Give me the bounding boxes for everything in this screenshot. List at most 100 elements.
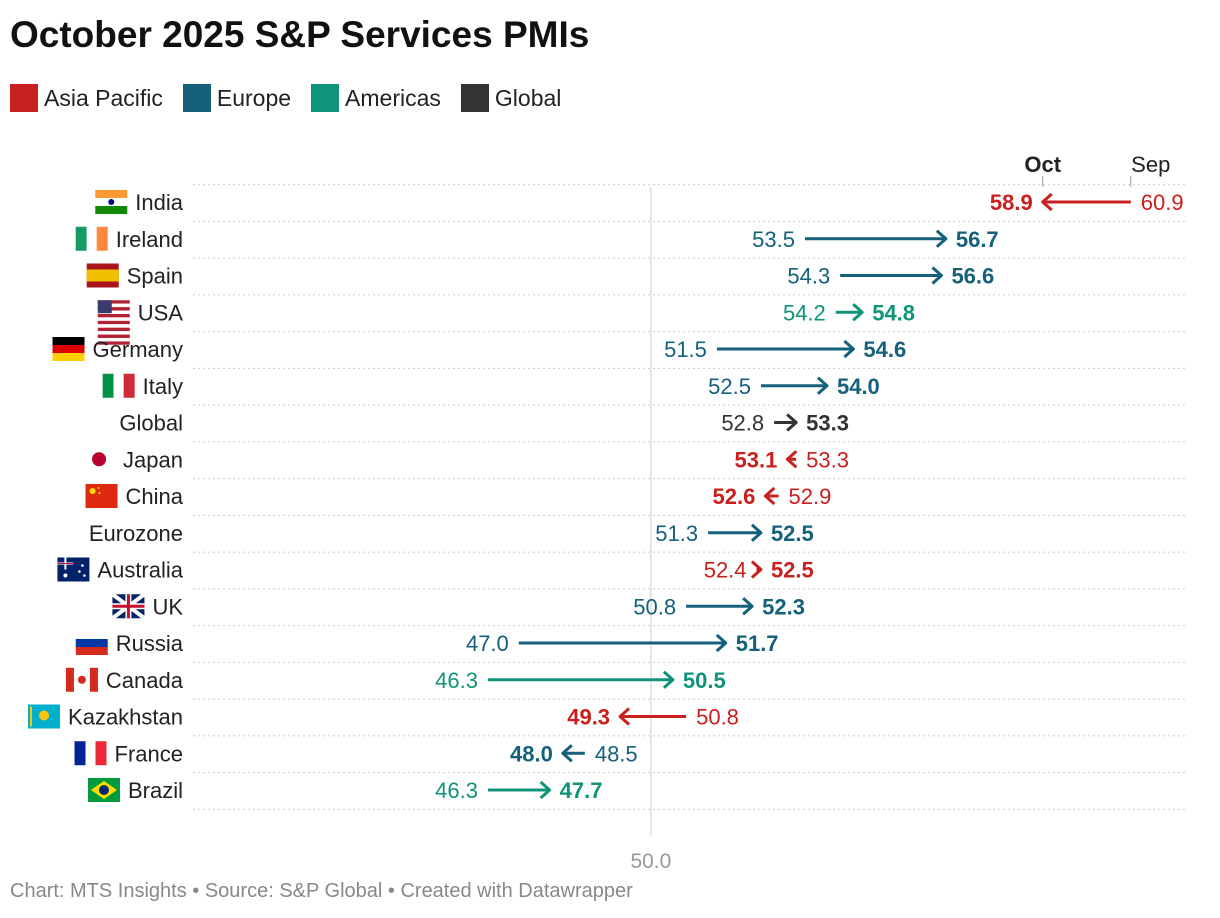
legend-item-americas: Americas bbox=[311, 84, 441, 112]
sep-value: 60.9 bbox=[1141, 190, 1184, 215]
row-label: Germany bbox=[93, 337, 183, 362]
row-label: Canada bbox=[106, 668, 184, 693]
legend-swatch bbox=[182, 84, 211, 112]
arrowhead bbox=[715, 633, 728, 653]
sep-value: 52.8 bbox=[721, 411, 764, 436]
sep-value: 47.0 bbox=[466, 631, 509, 656]
reference-label: 50.0 bbox=[630, 850, 671, 873]
oct-value: 48.0 bbox=[510, 741, 553, 766]
flag-uk bbox=[111, 592, 146, 620]
flag-china bbox=[85, 484, 118, 508]
sep-value: 52.9 bbox=[789, 484, 832, 509]
row-label: Italy bbox=[143, 374, 183, 399]
oct-value: 52.6 bbox=[713, 484, 756, 509]
legend-swatch bbox=[460, 84, 489, 112]
legend-swatch bbox=[311, 84, 340, 112]
oct-value: 54.0 bbox=[837, 374, 880, 399]
oct-value: 52.5 bbox=[771, 521, 814, 546]
oct-value: 47.7 bbox=[560, 778, 603, 803]
legend-label: Asia Pacific bbox=[44, 84, 163, 111]
chart-title: October 2025 S&P Services PMIs bbox=[10, 14, 590, 55]
sep-value: 51.5 bbox=[664, 337, 707, 362]
oct-value: 53.3 bbox=[806, 411, 849, 436]
arrowhead bbox=[763, 486, 776, 506]
oct-value: 54.6 bbox=[863, 337, 906, 362]
flag-ireland bbox=[75, 226, 108, 251]
legend-item-europe: Europe bbox=[182, 84, 292, 112]
arrowhead bbox=[852, 303, 864, 322]
arrowhead bbox=[750, 523, 763, 542]
flag-italy bbox=[102, 373, 135, 398]
oct-value: 58.9 bbox=[990, 190, 1033, 215]
flag-canada bbox=[65, 667, 98, 692]
sep-value: 46.3 bbox=[435, 668, 478, 693]
flag-france bbox=[74, 741, 107, 766]
arrowhead bbox=[931, 266, 943, 285]
row-label: Brazil bbox=[128, 778, 183, 803]
arrowhead bbox=[750, 560, 763, 579]
oct-value: 56.6 bbox=[951, 264, 994, 289]
oct-value: 51.7 bbox=[736, 631, 779, 656]
row-label: Australia bbox=[97, 558, 183, 583]
sep-value: 53.3 bbox=[806, 447, 849, 472]
flag-spain bbox=[86, 263, 119, 288]
flag-kazakhstan bbox=[28, 704, 61, 729]
row-label: Spain bbox=[127, 264, 183, 289]
legend-item-asia: Asia Pacific bbox=[10, 84, 163, 112]
header-sep: Sep bbox=[1131, 152, 1170, 177]
arrowhead bbox=[843, 339, 855, 359]
oct-value: 56.7 bbox=[956, 227, 999, 252]
flag-russia bbox=[75, 631, 108, 655]
legend-swatch bbox=[10, 84, 38, 112]
sep-value: 52.4 bbox=[704, 558, 747, 583]
oct-value: 52.3 bbox=[762, 594, 805, 619]
flag-japan bbox=[83, 447, 116, 472]
sep-value: 46.3 bbox=[435, 778, 478, 803]
flag-brazil bbox=[87, 778, 120, 802]
oct-value: 52.5 bbox=[771, 558, 814, 583]
oct-value: 49.3 bbox=[567, 705, 610, 730]
row-label: France bbox=[115, 741, 183, 766]
row-label: Global bbox=[119, 411, 183, 436]
legend-label: Americas bbox=[345, 84, 441, 111]
flag-australia bbox=[57, 557, 90, 582]
row-label: Russia bbox=[116, 631, 184, 656]
oct-value: 50.5 bbox=[683, 668, 726, 693]
arrowhead bbox=[561, 744, 573, 763]
chart-footer: Chart: MTS Insights • Source: S&P Global… bbox=[10, 880, 633, 902]
sep-value: 48.5 bbox=[595, 741, 638, 766]
arrowhead bbox=[935, 229, 948, 248]
row-label: Kazakhstan bbox=[68, 705, 183, 730]
arrowhead bbox=[816, 376, 829, 395]
legend-label: Europe bbox=[216, 84, 292, 111]
sep-value: 54.3 bbox=[787, 264, 830, 289]
row-label: Japan bbox=[123, 447, 183, 472]
sep-value: 50.8 bbox=[633, 594, 676, 619]
arrowhead bbox=[539, 780, 552, 800]
sep-value: 50.8 bbox=[696, 705, 739, 730]
sep-value: 52.5 bbox=[708, 374, 751, 399]
row-label: India bbox=[135, 190, 183, 215]
row-label: Ireland bbox=[116, 227, 183, 252]
arrowhead bbox=[785, 450, 798, 469]
oct-value: 53.1 bbox=[735, 447, 778, 472]
row-label: China bbox=[126, 484, 184, 509]
flag-usa bbox=[97, 300, 130, 349]
legend-item-global: Global bbox=[460, 84, 562, 112]
arrowhead bbox=[618, 707, 631, 726]
flag-india bbox=[95, 190, 128, 214]
row-label: UK bbox=[152, 594, 183, 619]
oct-value: 54.8 bbox=[872, 300, 915, 325]
arrowhead bbox=[662, 670, 675, 689]
row-label: Eurozone bbox=[89, 521, 183, 546]
arrowhead bbox=[742, 597, 754, 616]
legend: Asia Pacific Europe Americas Global bbox=[10, 84, 561, 112]
sep-value: 51.3 bbox=[655, 521, 698, 546]
flag-germany bbox=[52, 337, 85, 361]
arrowhead bbox=[786, 413, 798, 432]
arrowhead bbox=[1041, 192, 1053, 212]
sep-value: 54.2 bbox=[783, 300, 826, 325]
legend-label: Global bbox=[494, 84, 562, 111]
header-oct: Oct bbox=[1024, 152, 1061, 177]
